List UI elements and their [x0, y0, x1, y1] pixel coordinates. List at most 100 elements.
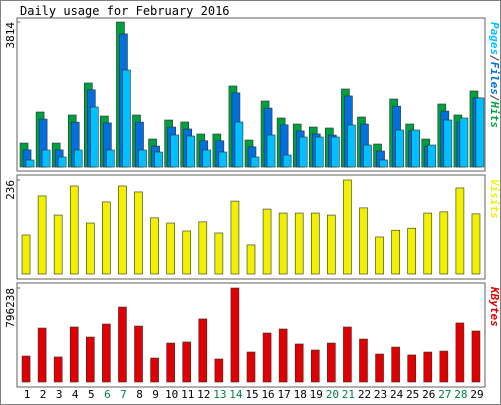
bar	[375, 353, 384, 383]
bar	[475, 97, 485, 168]
x-tick-label: 23	[374, 388, 387, 401]
x-tick-label: 10	[165, 388, 178, 401]
bar	[250, 156, 260, 168]
x-tick-label: 25	[406, 388, 419, 401]
y-tick-label: 3814	[4, 22, 17, 49]
x-tick-label: 27	[438, 388, 451, 401]
bar	[234, 121, 244, 168]
bar	[310, 349, 320, 383]
bar	[391, 229, 400, 275]
bar	[86, 336, 95, 383]
bar	[122, 69, 131, 168]
bar	[407, 354, 416, 383]
bar	[150, 217, 159, 275]
bar	[154, 151, 163, 168]
bar	[439, 211, 449, 275]
x-tick-label: 20	[326, 388, 339, 401]
bar	[343, 326, 352, 383]
bar	[471, 213, 481, 275]
bar	[391, 346, 400, 383]
bar	[423, 351, 433, 383]
legend-entry: Files	[488, 62, 501, 95]
bar	[21, 234, 31, 275]
bar	[411, 129, 420, 168]
bar	[343, 179, 352, 275]
bar	[134, 191, 143, 275]
bar	[170, 134, 179, 168]
bar	[423, 212, 433, 275]
bar	[198, 318, 208, 383]
bar	[166, 342, 175, 383]
legend-entry: Hits	[488, 101, 501, 129]
bar	[118, 306, 127, 383]
legend: Pages/Files/Hits	[488, 22, 501, 128]
x-tick-label: 3	[56, 388, 63, 401]
bar	[150, 357, 159, 383]
bar	[69, 326, 79, 383]
bar	[455, 322, 465, 383]
x-tick-label: 26	[422, 388, 435, 401]
bar	[294, 212, 304, 275]
x-tick-label: 21	[342, 388, 355, 401]
legend-separator: /	[488, 95, 501, 102]
bar	[246, 351, 256, 383]
x-tick-label: 19	[310, 388, 323, 401]
bar	[214, 358, 224, 383]
x-tick-label: 6	[104, 388, 111, 401]
bar	[246, 244, 256, 275]
bar	[25, 159, 35, 168]
legend-entry: KBytes	[488, 286, 501, 327]
x-tick-label: 17	[278, 388, 291, 401]
bar	[395, 129, 404, 168]
bar	[443, 119, 453, 168]
bar	[230, 200, 240, 275]
legend-entry: Pages	[488, 22, 501, 55]
bar	[359, 207, 368, 275]
y-tick-label: 796238	[4, 288, 17, 328]
bar	[37, 195, 47, 275]
bar	[375, 236, 384, 275]
bar	[298, 136, 308, 168]
bar	[327, 214, 336, 275]
bar	[314, 136, 324, 168]
bar	[182, 230, 192, 275]
x-tick-label: 2	[40, 388, 47, 401]
bar	[53, 356, 63, 383]
x-tick-label: 22	[358, 388, 371, 401]
bar	[439, 350, 449, 383]
bar	[41, 149, 51, 168]
bar	[90, 106, 99, 168]
bar	[471, 330, 481, 383]
bar	[214, 232, 224, 275]
bar	[37, 327, 47, 383]
bar	[73, 149, 83, 168]
bar	[106, 149, 115, 168]
bar	[21, 355, 31, 383]
x-tick-label: 13	[213, 388, 226, 401]
bar	[278, 328, 288, 383]
legend: KBytes	[488, 286, 501, 327]
bar	[57, 156, 67, 168]
x-tick-label: 7	[120, 388, 127, 401]
bar	[198, 221, 208, 275]
bar	[347, 124, 356, 168]
bar	[102, 323, 111, 383]
x-tick-label: 24	[390, 388, 404, 401]
bar	[218, 151, 228, 168]
bar	[134, 325, 143, 383]
legend-entry: Visits	[488, 179, 501, 219]
bar	[166, 222, 175, 275]
bar	[310, 212, 320, 275]
bar	[182, 341, 192, 383]
x-tick-label: 12	[197, 388, 210, 401]
legend-separator: /	[488, 55, 501, 62]
x-tick-label: 11	[181, 388, 194, 401]
y-tick-label: 236	[4, 180, 17, 200]
bar	[379, 159, 388, 168]
bar	[459, 117, 469, 168]
bar	[407, 227, 416, 275]
x-tick-label: 9	[152, 388, 159, 401]
x-tick-label: 28	[454, 388, 467, 401]
x-tick-label: 8	[136, 388, 143, 401]
x-tick-label: 15	[245, 388, 258, 401]
